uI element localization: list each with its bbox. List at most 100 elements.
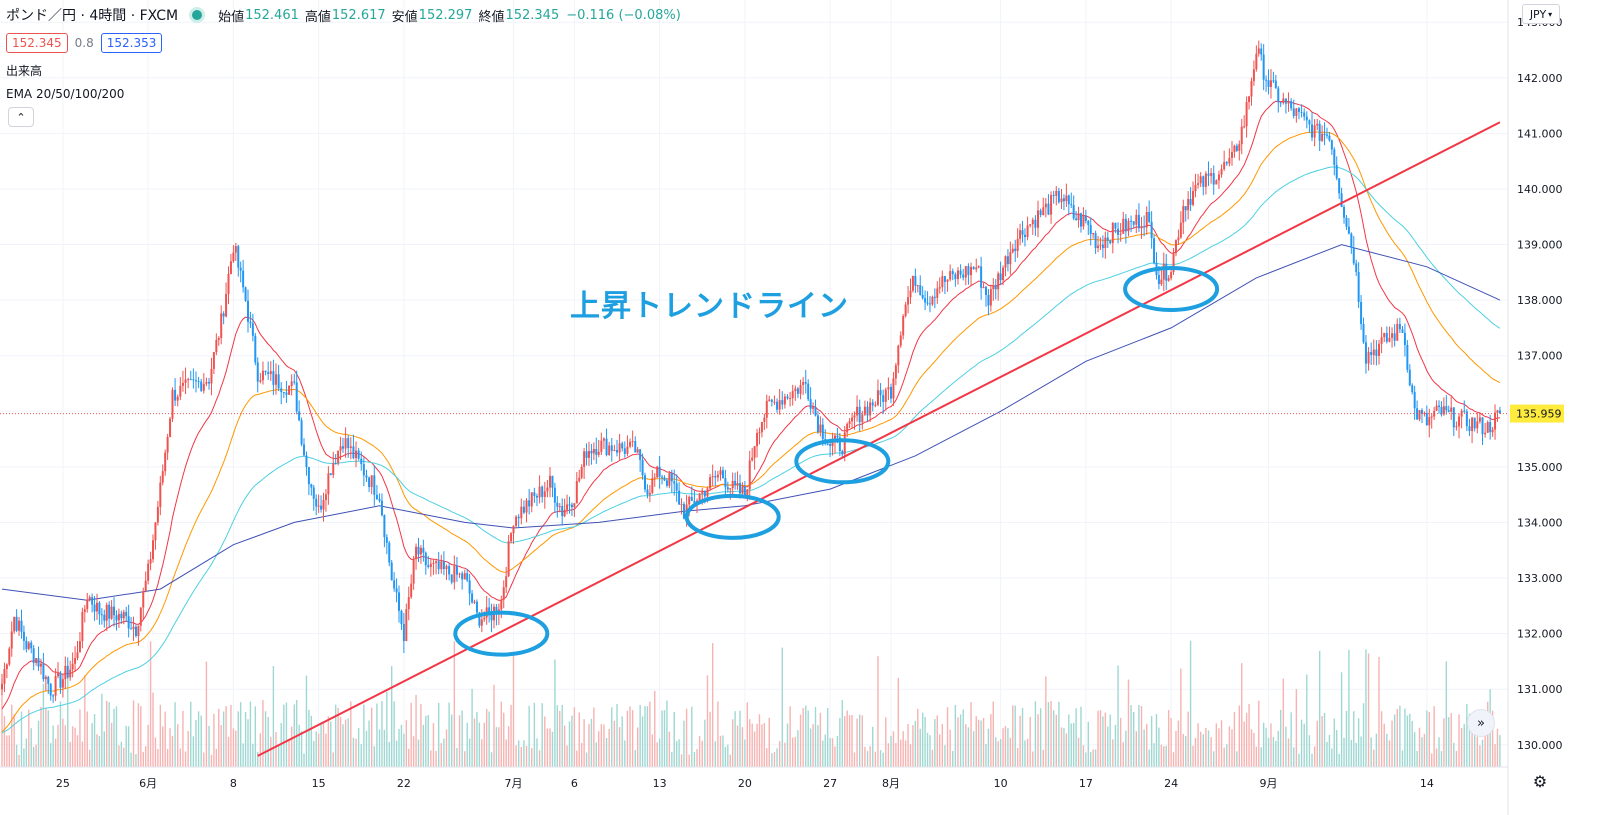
volume-bar bbox=[583, 719, 585, 767]
volume-bar bbox=[639, 704, 641, 767]
chart-settings-button[interactable]: ⚙ bbox=[1530, 771, 1550, 791]
candle-body bbox=[1287, 101, 1290, 104]
candle-body bbox=[194, 380, 197, 382]
candle-body bbox=[1311, 124, 1314, 138]
candle-body bbox=[49, 683, 52, 696]
volume-bar bbox=[493, 684, 495, 767]
candle-body bbox=[551, 475, 554, 488]
candle-body bbox=[473, 601, 476, 603]
high-label: 高値 bbox=[304, 9, 331, 25]
volume-bar bbox=[1313, 746, 1316, 767]
candle-body bbox=[570, 504, 573, 508]
candle-body bbox=[105, 604, 108, 621]
candle-body bbox=[1408, 369, 1411, 386]
volume-bar bbox=[1433, 706, 1435, 767]
volume-bar bbox=[528, 705, 530, 767]
candle-body bbox=[1157, 275, 1160, 285]
volume-bar bbox=[1277, 730, 1279, 767]
volume-bar bbox=[1316, 720, 1318, 767]
volume-bar bbox=[13, 714, 15, 767]
candle-body bbox=[1016, 238, 1019, 251]
volume-bar bbox=[970, 702, 972, 767]
candle-body bbox=[741, 486, 744, 494]
volume-bars bbox=[1, 640, 1501, 767]
volume-bar bbox=[400, 724, 403, 767]
candle-body bbox=[1122, 218, 1125, 234]
volume-bar bbox=[1112, 739, 1114, 767]
volume-bar bbox=[629, 706, 631, 767]
candle-body bbox=[1135, 214, 1138, 225]
volume-bar bbox=[378, 729, 381, 767]
volume-bar bbox=[1163, 746, 1165, 767]
volume-bar bbox=[1455, 750, 1458, 767]
candle-body bbox=[812, 407, 815, 409]
candle-body bbox=[736, 483, 739, 486]
volume-bar bbox=[879, 750, 882, 767]
volume-bar bbox=[525, 745, 528, 767]
volume-bar bbox=[1185, 736, 1187, 767]
candle-body bbox=[1174, 240, 1177, 254]
volume-bar bbox=[1148, 749, 1150, 767]
currency-selector[interactable]: JPY ▾ bbox=[1522, 4, 1560, 24]
candle-body bbox=[64, 665, 67, 680]
collapse-indicators-button[interactable]: ⌃ bbox=[8, 107, 34, 127]
candle-body bbox=[902, 315, 905, 336]
candle-body bbox=[1034, 219, 1037, 228]
buy-button[interactable]: 152.353 bbox=[100, 33, 163, 53]
scroll-to-realtime-button[interactable]: » bbox=[1467, 709, 1495, 737]
candle-body bbox=[187, 379, 190, 381]
volume-bar bbox=[1396, 708, 1398, 767]
volume-bar bbox=[1362, 703, 1365, 767]
volume-indicator-label[interactable]: 出来高 bbox=[6, 64, 43, 78]
candle-body bbox=[81, 611, 84, 642]
candle-body bbox=[919, 285, 922, 295]
volume-bar bbox=[727, 744, 729, 767]
candle-body bbox=[734, 480, 737, 486]
volume-bar bbox=[1421, 737, 1423, 767]
volume-bar bbox=[882, 752, 884, 767]
candle-body bbox=[505, 576, 508, 588]
volume-bar bbox=[1104, 712, 1107, 767]
candle-body bbox=[838, 437, 841, 452]
candle-body bbox=[1267, 80, 1270, 87]
candle-body bbox=[1197, 183, 1200, 185]
volume-bar bbox=[549, 728, 551, 767]
chevron-up-icon: ⌃ bbox=[16, 110, 26, 124]
candle-body bbox=[592, 448, 595, 454]
candle-body bbox=[339, 446, 342, 451]
candle-body bbox=[78, 641, 81, 653]
volume-bar bbox=[1223, 747, 1225, 767]
volume-bar bbox=[325, 733, 327, 767]
volume-bar bbox=[303, 753, 305, 767]
x-tick-label: 6 bbox=[571, 777, 578, 790]
volume-bar bbox=[15, 744, 18, 767]
volume-bar bbox=[912, 725, 914, 767]
candle-body bbox=[634, 441, 637, 453]
candle-body bbox=[977, 266, 980, 268]
last-price-badge bbox=[1510, 404, 1564, 423]
low-label: 安値 bbox=[391, 9, 418, 25]
volume-bar bbox=[322, 723, 325, 767]
candle-body bbox=[1403, 332, 1406, 345]
candle-body bbox=[149, 559, 152, 564]
candle-body bbox=[424, 552, 427, 566]
volume-bar bbox=[789, 706, 791, 767]
y-tick-label: 130.000 bbox=[1517, 739, 1563, 752]
candle-body bbox=[600, 440, 603, 452]
volume-bar bbox=[1245, 712, 1248, 767]
candle-body bbox=[510, 533, 513, 542]
symbol-title[interactable]: ポンド／円 · 4時間 · FXCM bbox=[6, 8, 179, 24]
volume-bar bbox=[142, 751, 144, 767]
volume-bar bbox=[415, 694, 417, 767]
volume-bar bbox=[1065, 733, 1068, 767]
volume-bar bbox=[1260, 747, 1262, 767]
ema-indicator-label[interactable]: EMA 20/50/100/200 bbox=[6, 87, 125, 101]
volume-bar bbox=[417, 739, 420, 767]
sell-button[interactable]: 152.345 bbox=[6, 33, 68, 53]
candle-body bbox=[1162, 263, 1165, 280]
candle-body bbox=[530, 492, 533, 507]
volume-bar bbox=[37, 720, 40, 767]
candle-body bbox=[595, 448, 598, 455]
volume-bar bbox=[1082, 745, 1085, 767]
